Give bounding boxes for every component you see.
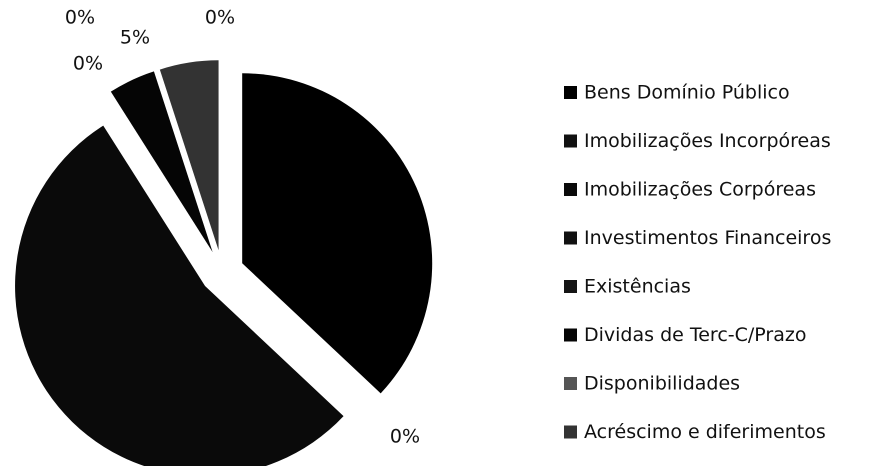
legend-label: Imobilizações Corpóreas xyxy=(584,179,816,201)
pie xyxy=(15,60,433,466)
legend-swatch xyxy=(564,183,577,196)
data-label: 0% xyxy=(205,7,235,29)
slice xyxy=(15,125,344,466)
data-label: 0% xyxy=(65,7,95,29)
legend-swatch xyxy=(564,328,577,342)
slice xyxy=(159,60,219,251)
slice xyxy=(242,73,433,394)
legend-swatch xyxy=(564,425,577,439)
legend-swatch xyxy=(564,86,577,99)
legend-label: Acréscimo e diferimentos xyxy=(584,421,826,443)
legend: Bens Domínio Público Imobilizações Incorp… xyxy=(564,82,831,443)
legend-label: Imobilizações Incorpóreas xyxy=(584,130,831,152)
legend-label: Disponibilidades xyxy=(584,373,740,395)
legend-label: Bens Domínio Público xyxy=(584,82,790,104)
legend-label: Existências xyxy=(584,276,691,298)
legend-swatch xyxy=(564,231,577,245)
data-label: 0% xyxy=(73,53,103,75)
legend-swatch xyxy=(564,377,577,390)
data-label: 5% xyxy=(120,27,150,49)
slice xyxy=(110,71,213,253)
legend-label: Investimentos Financeiros xyxy=(584,227,831,249)
legend-swatch xyxy=(564,280,577,293)
legend-swatch xyxy=(564,134,577,148)
legend-label: Dividas de Terc-C/Prazo xyxy=(584,324,806,346)
data-label: 0% xyxy=(390,426,420,448)
